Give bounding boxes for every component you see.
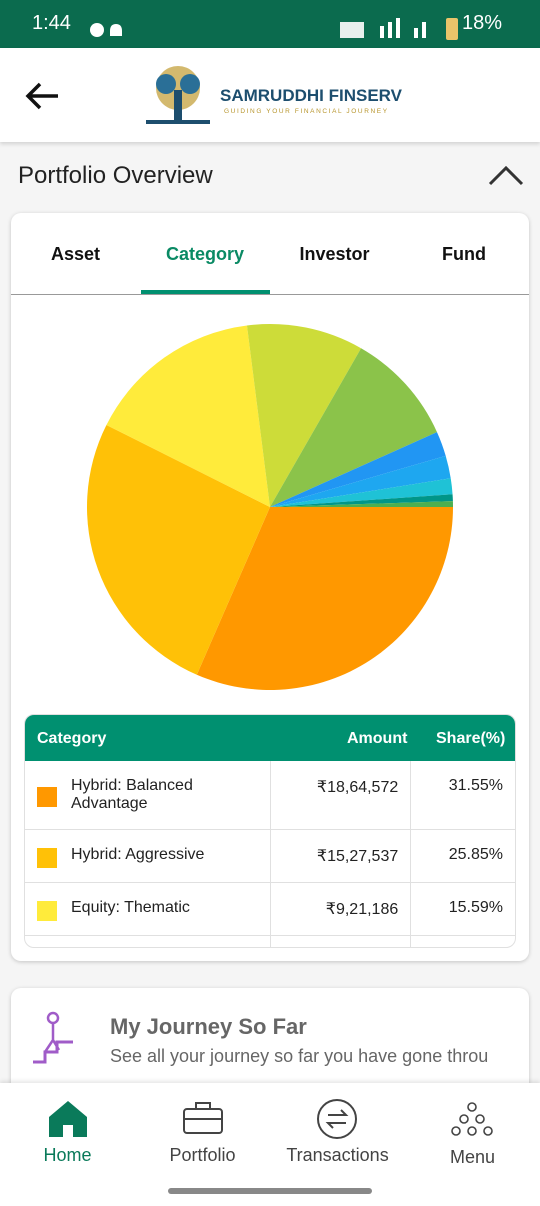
pie-slice [270, 501, 453, 507]
pie-slice [86, 424, 271, 675]
pie-slice [246, 324, 362, 507]
overview-card: Asset Category Investor Fund Category Amoun… [11, 213, 529, 961]
nav-item[interactable]: Menu [449, 1147, 496, 1167]
nav-item[interactable]: Portfolio [169, 1145, 236, 1165]
tab[interactable]: Category [165, 244, 245, 264]
table-row: Hybrid: Balanced Advantage ₹18,64,572 31.5… [25, 761, 515, 830]
home-indicator [168, 1188, 372, 1194]
th: Share(%) [436, 730, 506, 747]
category-name: Hybrid: Aggressive [71, 846, 205, 863]
brand: SAMRUDDHI FINSERV [220, 86, 402, 105]
bottom-nav: Home Portfolio Transactions Menu [0, 1083, 540, 1206]
battery: 18% [462, 12, 503, 34]
legend-swatch [37, 848, 57, 868]
journey-title: My Journey So Far [110, 1014, 307, 1039]
nav-item[interactable]: Transactions [286, 1145, 389, 1165]
tagline: GUIDING YOUR FINANCIAL JOURNEY [224, 108, 389, 115]
time: 1:44 [32, 12, 71, 34]
cell [270, 935, 412, 947]
amount: ₹9,21,186 [270, 882, 412, 936]
legend-swatch [37, 901, 57, 921]
tab-indicator [141, 290, 270, 294]
amount: ₹18,64,572 [270, 761, 412, 830]
menu-icon [451, 1102, 493, 1136]
portfolio-icon [183, 1102, 223, 1134]
share: 31.55% [410, 761, 515, 830]
amount: ₹15,27,537 [270, 829, 412, 883]
category-name: Equity: Thematic [71, 899, 190, 916]
status-bar: 1:44 18% [0, 0, 540, 48]
signal-icons [340, 18, 458, 40]
tab-divider [11, 294, 529, 295]
table-row: Hybrid: Aggressive ₹15,27,537 25.85% [25, 829, 515, 883]
table-row-partial [25, 935, 515, 947]
category-table: Category Amount Share(%) Hybrid: Balance… [24, 714, 516, 948]
status-icons [90, 23, 122, 37]
category-name: Hybrid: Balanced Advantage [71, 777, 193, 812]
cell [410, 935, 515, 947]
table-header: Category Amount Share(%) [25, 715, 515, 761]
cell [25, 935, 271, 947]
th: Category [37, 730, 107, 747]
transactions-icon [317, 1099, 357, 1139]
pie-slice [270, 478, 453, 507]
logo-tree [146, 66, 210, 124]
home-icon [49, 1101, 87, 1137]
pie-chart [86, 324, 453, 690]
legend-swatch [37, 787, 57, 807]
table-body: Hybrid: Balanced Advantage ₹18,64,572 31.5… [25, 761, 515, 947]
cell: Hybrid: Aggressive [25, 829, 271, 883]
pie-slice [106, 325, 270, 507]
tab[interactable]: Fund [442, 244, 486, 264]
tab[interactable]: Asset [50, 244, 101, 264]
app-header: SAMRUDDHI FINSERV GUIDING YOUR FINANCIAL… [0, 48, 540, 142]
share: 15.59% [410, 882, 515, 936]
section-title: Portfolio Overview [18, 162, 213, 189]
pie-slice [270, 494, 453, 507]
share: 25.85% [410, 829, 515, 883]
cell: Hybrid: Balanced Advantage [25, 761, 271, 830]
th: Amount [347, 730, 408, 747]
collapse-button[interactable] [488, 164, 524, 188]
cell: Equity: Thematic [25, 882, 271, 936]
tab[interactable]: Investor [299, 244, 370, 264]
table-row: Equity: Thematic ₹9,21,186 15.59% [25, 882, 515, 936]
journey-icon [33, 1011, 73, 1064]
nav-item[interactable]: Home [43, 1145, 92, 1165]
pie-slice [270, 455, 451, 507]
pie-slice [270, 432, 446, 507]
pie-slice [270, 348, 437, 507]
back-button[interactable] [24, 80, 62, 112]
pie-slice [196, 507, 453, 690]
journey-subtitle: See all your journey so far you have gon… [110, 1046, 489, 1066]
